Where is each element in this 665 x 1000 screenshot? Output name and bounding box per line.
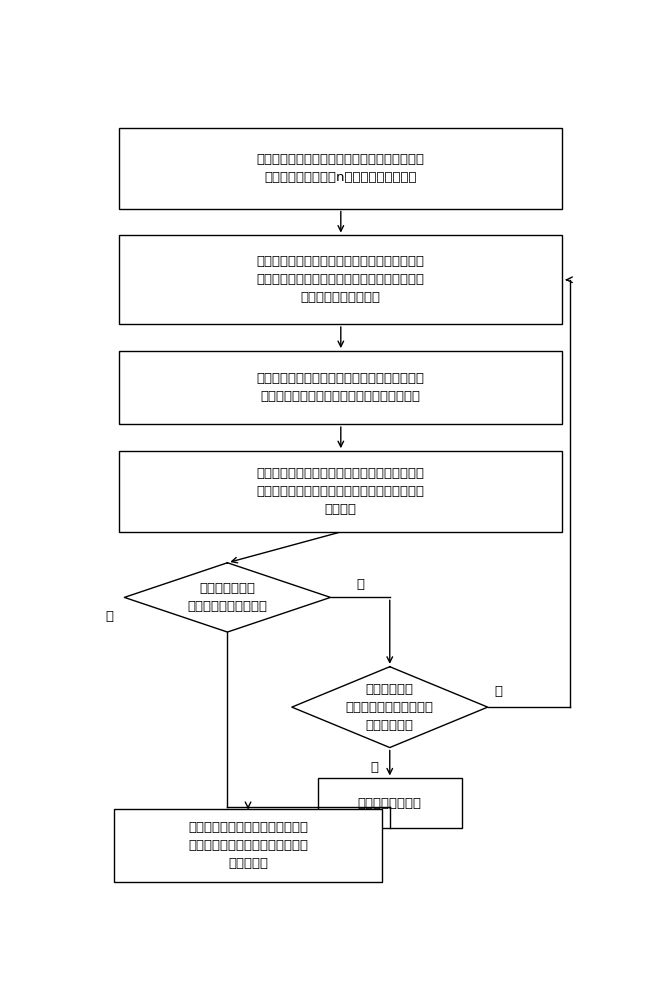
Bar (119, 451, 563, 532)
Bar (119, 235, 563, 324)
Text: 根据目标负荷、环境温度和机组真空度建立运行
方式选择模型，确定选定的机组组合运行方式: 根据目标负荷、环境温度和机组真空度建立运行 方式选择模型，确定选定的机组组合运行… (257, 372, 425, 403)
Text: 调整循环水泵组合: 调整循环水泵组合 (358, 797, 422, 810)
Text: 将选定的机组组合运行方式作为最
终的机组组合运行方式作为初级负
荷分配指导: 将选定的机组组合运行方式作为最 终的机组组合运行方式作为初级负 荷分配指导 (188, 821, 308, 870)
Bar (318, 778, 462, 828)
Text: 否: 否 (105, 610, 113, 623)
Polygon shape (292, 667, 487, 748)
Text: 将发电厂循环水系统的所有机组连通，并针对不
同的负荷需求排列出n种机组组合运行方式: 将发电厂循环水系统的所有机组连通，并针对不 同的负荷需求排列出n种机组组合运行方… (257, 153, 425, 184)
Bar (114, 809, 382, 882)
Text: 将理论循环水流量与对应的最佳循环水流量进行
对比，对比结果作为选定机组组合运行方式下可
调整余量: 将理论循环水流量与对应的最佳循环水流量进行 对比，对比结果作为选定机组组合运行方… (257, 467, 425, 516)
Bar (119, 128, 563, 209)
Bar (119, 351, 563, 424)
Polygon shape (124, 563, 331, 632)
Text: 获得单台机组在负荷变化和循环水温变化时对应
的最佳循环水流量；并得到当前机组组合运行方
式下最大负荷调整幅度: 获得单台机组在负荷变化和循环水温变化时对应 的最佳循环水流量；并得到当前机组组合… (257, 255, 425, 304)
Text: 是: 是 (370, 761, 378, 774)
Text: 是: 是 (356, 578, 364, 591)
Text: 否: 否 (494, 685, 502, 698)
Text: 可调整余量大于
当前运行循环水泵余量: 可调整余量大于 当前运行循环水泵余量 (188, 582, 267, 613)
Text: 是否小于选定
机组组合运行方式中所有
循环水泵余量: 是否小于选定 机组组合运行方式中所有 循环水泵余量 (346, 683, 434, 732)
